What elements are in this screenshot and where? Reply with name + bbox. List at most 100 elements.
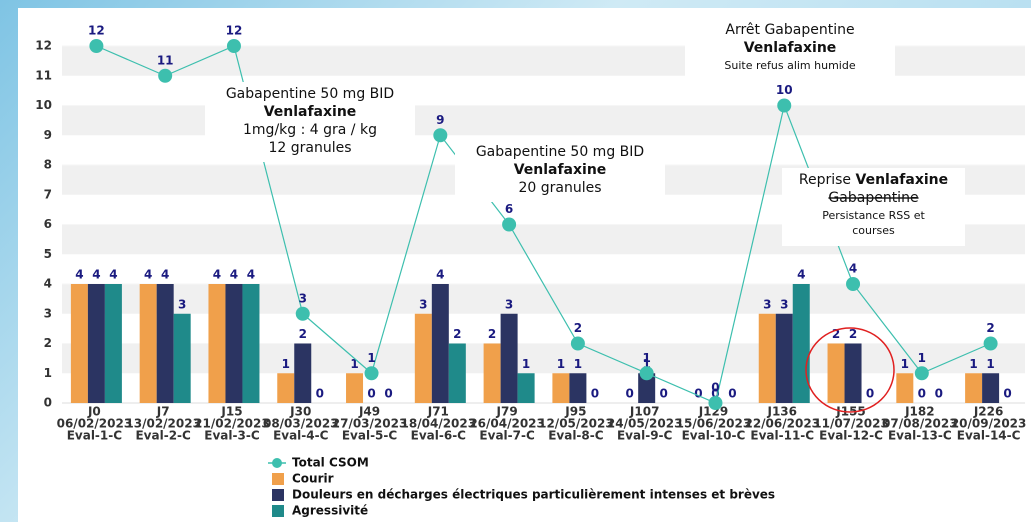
annotation-text: Gabapentine 50 mg BID <box>476 144 644 160</box>
bar <box>517 373 535 403</box>
line-value-label: 0 <box>711 381 719 395</box>
annotation-span: 1mg/kg : 4 gra / kg <box>243 122 377 138</box>
bar-value-label: 3 <box>780 297 788 311</box>
bar-value-label: 0 <box>384 387 392 401</box>
bar <box>208 284 226 403</box>
bar-value-label: 3 <box>505 297 513 311</box>
annotation-span: Venlafaxine <box>514 162 607 178</box>
y-tick-label: 9 <box>44 128 52 142</box>
x-tick-label: Eval-10-C <box>682 429 746 443</box>
x-tick-label: Eval-8-C <box>548 429 604 443</box>
bar <box>242 284 260 403</box>
y-tick-label: 5 <box>44 247 52 261</box>
legend-label: Total CSOM <box>292 456 369 470</box>
bar-value-label: 0 <box>728 387 736 401</box>
y-tick-label: 2 <box>44 336 52 350</box>
x-tick-label: 20/09/2023 <box>951 417 1027 431</box>
line-point <box>89 39 104 53</box>
bar <box>414 313 432 403</box>
bar-value-label: 2 <box>832 327 840 341</box>
legend-label: Courir <box>292 472 334 486</box>
line-value-label: 9 <box>436 113 444 127</box>
annotation-text: Suite refus alim humide <box>724 59 855 72</box>
line-point <box>295 306 310 321</box>
x-tick-label: J95 <box>564 405 586 419</box>
x-tick-label: 24/05/2023 <box>607 417 683 431</box>
bar <box>500 313 518 403</box>
line-point <box>433 128 448 143</box>
x-tick-label: Eval-12-C <box>819 429 883 443</box>
bar <box>448 343 466 403</box>
bar-value-label: 4 <box>75 268 83 282</box>
y-tick-label: 4 <box>44 277 52 291</box>
y-tick-label: 0 <box>44 396 52 410</box>
bar-value-label: 1 <box>642 357 650 371</box>
annotation-text: Gabapentine <box>828 190 918 206</box>
line-point <box>158 68 173 83</box>
annotation-text: 12 granules <box>268 140 351 156</box>
annotation-span: Gabapentine 50 mg BID <box>226 86 394 102</box>
grid-band <box>62 343 1025 374</box>
annotation-span: Reprise <box>799 172 856 188</box>
legend-label: Agressivité <box>292 504 368 518</box>
bar-value-label: 4 <box>144 268 152 282</box>
bar-value-label: 0 <box>711 387 719 401</box>
annotation-box <box>455 140 665 202</box>
highlight-circle <box>805 327 895 413</box>
annotation-box <box>205 82 415 162</box>
bar-value-label: 1 <box>557 357 565 371</box>
bar-value-label: 4 <box>109 268 117 282</box>
x-tick-label: J129 <box>698 405 729 419</box>
line-value-label: 1 <box>367 351 375 365</box>
bar-value-label: 1 <box>986 357 994 371</box>
bar <box>569 373 587 403</box>
x-tick-label: 26/04/2023 <box>469 417 545 431</box>
x-tick-label: 21/02/2023 <box>194 417 270 431</box>
bar-value-label: 4 <box>797 268 805 282</box>
bar-value-label: 0 <box>1003 387 1011 401</box>
bar-value-label: 0 <box>625 387 633 401</box>
line-point <box>983 336 998 351</box>
x-tick-label: Eval-3-C <box>204 429 260 443</box>
bar <box>896 373 914 403</box>
x-tick-label: 08/03/2023 <box>263 417 339 431</box>
bar-value-label: 2 <box>453 327 461 341</box>
line-point <box>502 217 517 232</box>
x-tick-label: 11/07/2023 <box>813 417 889 431</box>
x-tick-label: 15/06/2023 <box>676 417 752 431</box>
bar-value-label: 2 <box>488 327 496 341</box>
x-tick-label: J182 <box>904 405 935 419</box>
y-tick-label: 10 <box>35 98 52 112</box>
legend-marker <box>272 505 284 517</box>
x-tick-label: Eval-7-C <box>479 429 535 443</box>
line-value-label: 1 <box>918 351 926 365</box>
line-point <box>226 39 241 53</box>
annotation-span: Gabapentine <box>828 190 918 206</box>
bar-value-label: 3 <box>419 297 427 311</box>
annotation-span: Persistance RSS et <box>822 209 925 222</box>
annotation-text: Venlafaxine <box>514 162 607 178</box>
x-tick-label: Eval-4-C <box>273 429 329 443</box>
legend-label: Douleurs en décharges électriques partic… <box>292 488 775 502</box>
bar <box>982 373 1000 403</box>
x-tick-label: Eval-11-C <box>750 429 814 443</box>
x-tick-label: Eval-2-C <box>135 429 191 443</box>
annotation-span: courses <box>852 224 895 237</box>
annotation-text: Persistance RSS et <box>822 209 925 222</box>
x-tick-label: J79 <box>496 405 518 419</box>
legend-marker <box>272 458 282 468</box>
line-value-label: 4 <box>849 262 857 276</box>
bar-value-label: 1 <box>350 357 358 371</box>
bar <box>638 373 656 403</box>
x-tick-label: Eval-14-C <box>957 429 1021 443</box>
bar-value-label: 3 <box>178 297 186 311</box>
bar <box>827 343 845 403</box>
x-tick-label: J15 <box>220 405 242 419</box>
bar-value-label: 0 <box>316 387 324 401</box>
bar <box>104 284 122 403</box>
bar <box>431 284 449 403</box>
x-tick-label: Eval-6-C <box>411 429 467 443</box>
x-tick-label: 13/02/2023 <box>125 417 201 431</box>
annotation-span: Gabapentine 50 mg BID <box>476 144 644 160</box>
